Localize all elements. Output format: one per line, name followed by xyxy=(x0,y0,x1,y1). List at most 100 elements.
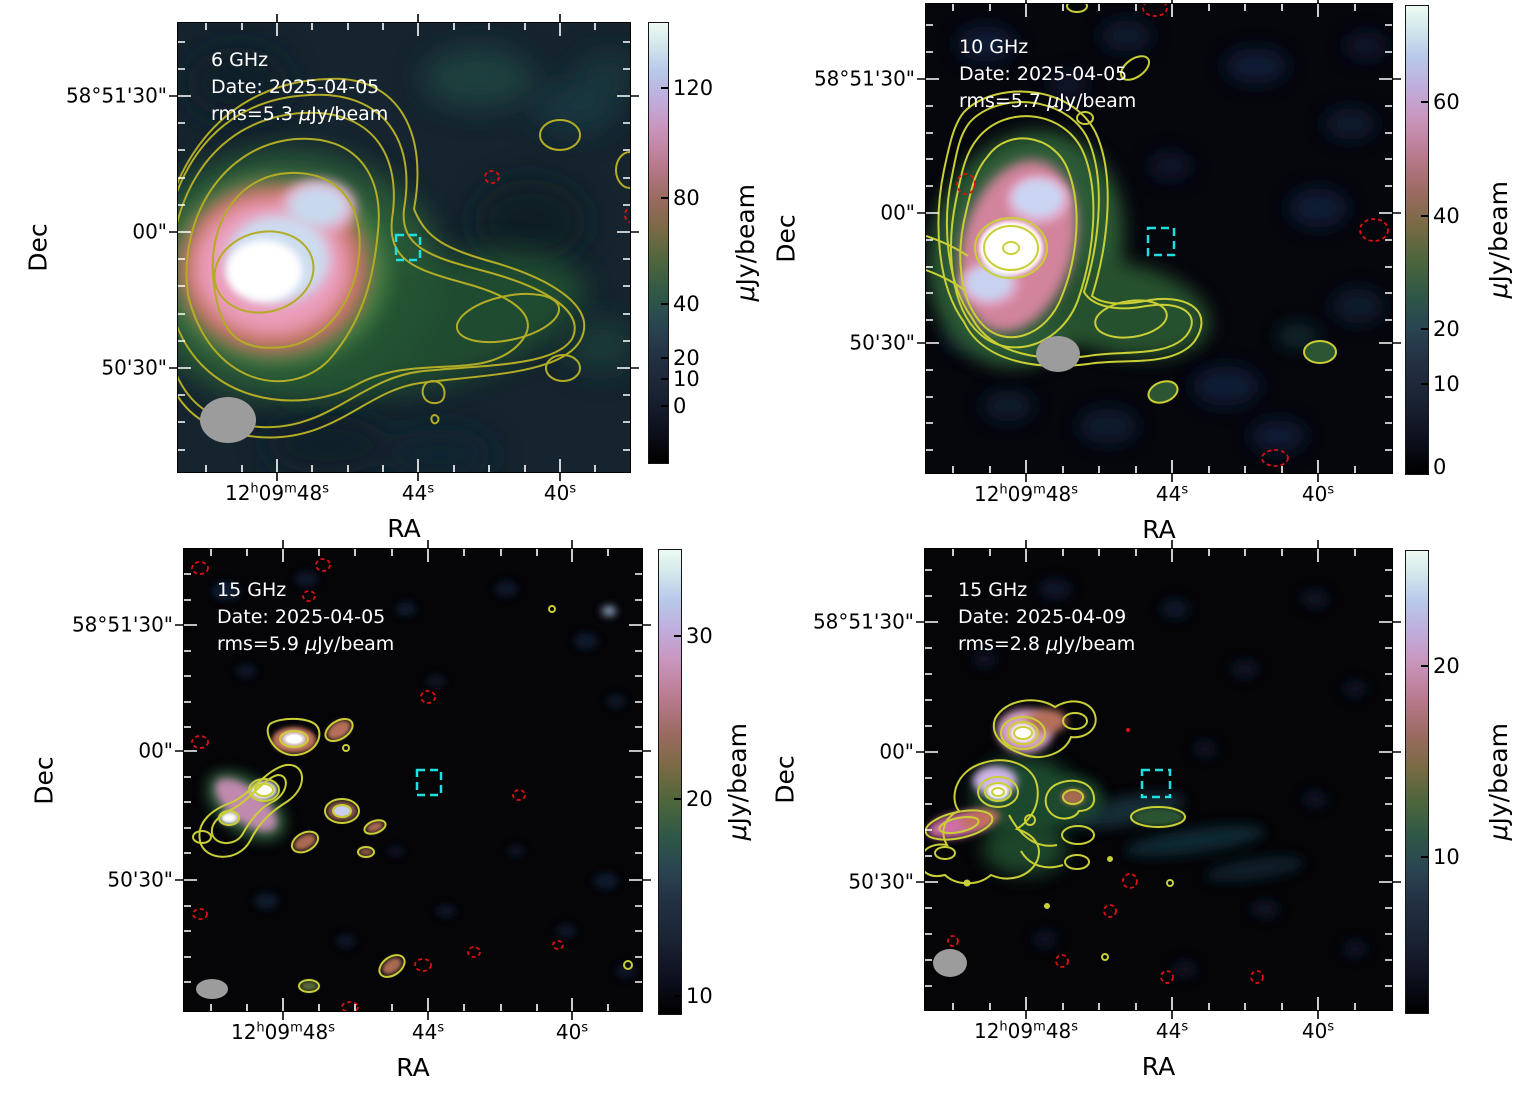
colorbar-tick: 60 xyxy=(1433,90,1460,114)
dec-tick-label: 00" xyxy=(132,219,167,244)
colorbar-15ghz-b: 20 10 μJy/beam xyxy=(1405,550,1513,1014)
dec-tick-label: 58°51'30" xyxy=(813,66,915,91)
dec-tick-label: 58°51'30" xyxy=(812,609,914,634)
panel-15ghz-a-image xyxy=(175,540,651,1020)
beam-ellipse xyxy=(1036,336,1080,372)
ra-tick-label: 40s xyxy=(543,481,577,505)
ra-tick-label: 12h09m48s xyxy=(973,482,1079,506)
y-axis-title: Dec xyxy=(771,214,801,263)
ra-tick-label: 44s xyxy=(1155,1019,1189,1043)
dec-tick-label: 00" xyxy=(138,738,173,763)
colorbar-tick: 80 xyxy=(673,186,700,210)
ra-tick-label: 44s xyxy=(411,1020,445,1044)
map-6ghz xyxy=(178,23,630,472)
y-axis-title: Dec xyxy=(29,755,59,805)
colorbar-tick: 20 xyxy=(1433,654,1460,678)
ra-tick-label: 44s xyxy=(401,481,435,505)
negative-contours-10ghz xyxy=(956,4,1389,467)
beam-ellipse xyxy=(933,949,967,977)
freq-label: 10 GHz xyxy=(959,36,1029,58)
panel-15ghz-a: 15 GHz Date: 2025-04-05 rms=5.9 μJy/beam… xyxy=(30,540,651,1082)
ra-tick-label: 44s xyxy=(1155,482,1189,506)
x-axis-title: RA xyxy=(1141,1052,1176,1081)
colorbar-15ghz-a: 30 20 10 μJy/beam xyxy=(658,549,752,1015)
dec-tick-label: 50'30" xyxy=(849,330,915,355)
axis-ticks xyxy=(169,14,639,481)
colorbar-tick: 20 xyxy=(673,346,700,370)
panel-annotation: 6 GHz Date: 2025-04-05 rms=5.3 μJy/beam xyxy=(211,47,388,128)
axis-ticks xyxy=(175,540,651,1020)
colorbar-title: μJy/beam xyxy=(723,723,752,841)
x-axis-title: RA xyxy=(1142,515,1176,544)
ra-tick-label: 12h09m48s xyxy=(973,1019,1079,1043)
colorbar-title: μJy/beam xyxy=(731,184,760,302)
panel-annotation: 15 GHz Date: 2025-04-09 rms=2.8 μJy/beam xyxy=(958,577,1135,658)
dec-tick-label: 00" xyxy=(880,200,915,225)
colorbar-10ghz: 60 40 20 10 0 μJy/beam xyxy=(1405,5,1513,479)
panel-6ghz-image xyxy=(169,14,639,481)
colorbar-tick: 0 xyxy=(1433,455,1447,479)
colorbar-tick: 10 xyxy=(1433,845,1460,869)
dec-tick-label: 50'30" xyxy=(848,869,914,894)
colorbar-tick: 20 xyxy=(686,787,713,811)
map-15ghz-b xyxy=(925,549,1392,1010)
dec-tick-label: 00" xyxy=(879,739,914,764)
contour-overlay-6ghz xyxy=(178,77,630,439)
dec-tick-label: 50'30" xyxy=(101,355,167,380)
panel-10ghz: 10 GHz Date: 2025-04-05 rms=5.7 μJy/beam… xyxy=(772,0,1401,544)
contour-overlay-15ghz-b xyxy=(925,699,1186,961)
source-6ghz xyxy=(178,150,584,400)
dec-tick-label: 50'30" xyxy=(107,867,173,892)
freq-label: 15 GHz xyxy=(217,579,287,601)
panel-15ghz-b-image xyxy=(916,540,1401,1019)
freq-label: 15 GHz xyxy=(958,579,1028,601)
colorbar-tick: 40 xyxy=(673,292,700,316)
axis-ticks xyxy=(917,0,1401,482)
ra-tick-label: 40s xyxy=(1301,1019,1335,1043)
y-axis-title: Dec xyxy=(770,755,800,804)
dec-tick-label: 58°51'30" xyxy=(65,83,167,108)
target-marker-box xyxy=(1140,768,1172,799)
target-marker-box xyxy=(415,768,443,797)
negative-contours-6ghz xyxy=(484,170,630,223)
date-label: Date: 2025-04-05 xyxy=(959,63,1128,85)
map-15ghz-a xyxy=(184,549,642,1011)
contour-overlay-10ghz xyxy=(926,4,1337,404)
colorbar-tick: 10 xyxy=(673,367,700,391)
colorbar-tick: 10 xyxy=(686,984,713,1008)
panel-6ghz: 6 GHz Date: 2025-04-05 rms=5.3 μJy/beam … xyxy=(24,14,639,543)
target-marker-box xyxy=(394,233,422,262)
colorbar-title: μJy/beam xyxy=(1484,723,1513,841)
rms-label: rms=5.7 μJy/beam xyxy=(959,90,1137,112)
colorbar-tick: 10 xyxy=(1433,372,1460,396)
panel-15ghz-b: 15 GHz Date: 2025-04-09 rms=2.8 μJy/beam… xyxy=(771,540,1401,1081)
dec-tick-label: 58°51'30" xyxy=(71,612,173,637)
negative-contours-15ghz-b xyxy=(947,728,1264,984)
negative-contours-15ghz-a xyxy=(191,558,564,1011)
colorbar-title: μJy/beam xyxy=(1484,181,1513,299)
colorbar-tick: 40 xyxy=(1433,204,1460,228)
axis-ticks xyxy=(916,540,1401,1019)
map-10ghz xyxy=(926,4,1392,473)
colorbar-tick: 30 xyxy=(686,624,713,648)
colorbar-tick: 0 xyxy=(673,394,687,418)
colorbar-tick: 20 xyxy=(1433,317,1460,341)
ra-tick-label: 12h09m48s xyxy=(224,481,330,505)
ra-tick-label: 12h09m48s xyxy=(230,1020,336,1044)
rms-label: rms=5.9 μJy/beam xyxy=(217,633,395,655)
rms-label: rms=5.3 μJy/beam xyxy=(211,103,389,125)
colorbar-tick: 120 xyxy=(673,76,714,100)
freq-label: 6 GHz xyxy=(211,49,269,71)
date-label: Date: 2025-04-09 xyxy=(958,606,1127,628)
ra-tick-label: 40s xyxy=(555,1020,589,1044)
x-axis-title: RA xyxy=(396,1053,430,1082)
colorbar-6ghz: 120 80 40 20 10 0 μJy/beam xyxy=(648,22,760,464)
target-marker-box xyxy=(1146,226,1176,257)
rms-label: rms=2.8 μJy/beam xyxy=(958,633,1136,655)
y-axis-title: Dec xyxy=(23,223,53,272)
panel-annotation: 15 GHz Date: 2025-04-05 rms=5.9 μJy/beam xyxy=(217,577,394,658)
ra-tick-label: 40s xyxy=(1301,482,1335,506)
contour-overlay-15ghz-a xyxy=(192,605,633,993)
date-label: Date: 2025-04-05 xyxy=(211,76,380,98)
